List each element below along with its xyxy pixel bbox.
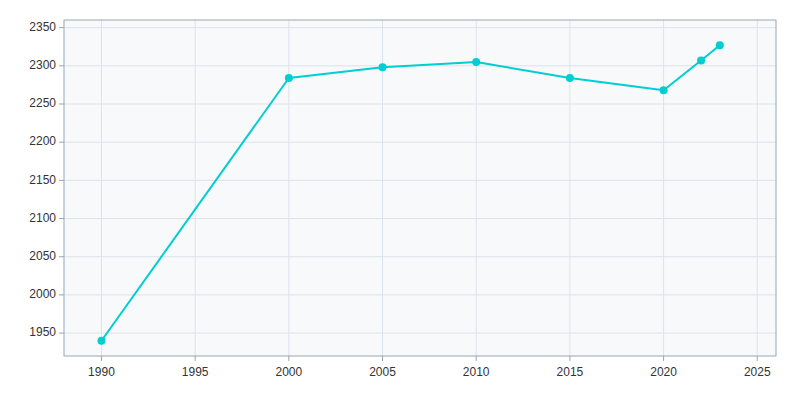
grid-line-x [101, 20, 102, 356]
axes: 1950 2000 2050 2100 2150 2200 2250 2300 2350 1990… [29, 20, 771, 379]
grid-line-y [64, 180, 776, 181]
tick-y [59, 218, 64, 219]
tick-label-x: 2020 [650, 365, 677, 379]
tick-y [59, 142, 64, 143]
tick-label-y: 2100 [29, 211, 56, 225]
tick-x [195, 356, 196, 361]
grid-line-y [64, 256, 776, 257]
tick-label-y: 1950 [29, 325, 56, 339]
tick-label-x: 2000 [275, 365, 302, 379]
tick-label-x: 2010 [463, 365, 490, 379]
tick-x [663, 356, 664, 361]
tick-x [101, 356, 102, 361]
tick-x [569, 356, 570, 361]
tick-y [59, 65, 64, 66]
grid-line-x [195, 20, 196, 356]
tick-label-x: 2005 [369, 365, 396, 379]
plot-background [64, 20, 776, 356]
marker [566, 74, 574, 82]
grid-line-y [64, 27, 776, 28]
tick-label-x: 1990 [88, 365, 115, 379]
tick-y [59, 333, 64, 334]
tick-label-y: 2150 [29, 173, 56, 187]
grid [64, 20, 776, 356]
tick-label-x: 2015 [557, 365, 584, 379]
chart-container: 1950 2000 2050 2100 2150 2200 2250 2300 2350 1990… [0, 0, 800, 400]
line [101, 45, 719, 341]
tick-x [476, 356, 477, 361]
tick-y [59, 180, 64, 181]
tick-label-y: 2050 [29, 249, 56, 263]
tick-x [757, 356, 758, 361]
marker [716, 41, 724, 49]
tick-x [288, 356, 289, 361]
tick-y [59, 27, 64, 28]
plot-frame [64, 20, 776, 356]
marker [660, 86, 668, 94]
marker [97, 337, 105, 345]
grid-line-x [757, 20, 758, 356]
grid-line-y [64, 294, 776, 295]
grid-line-y [64, 218, 776, 219]
tick-label-y: 2000 [29, 287, 56, 301]
grid-line-y [64, 333, 776, 334]
grid-line-y [64, 142, 776, 143]
tick-label-x: 2025 [744, 365, 771, 379]
grid-line-x [288, 20, 289, 356]
tick-x [382, 356, 383, 361]
marker [285, 74, 293, 82]
marker [697, 56, 705, 64]
grid-line-x [476, 20, 477, 356]
page: {"chart_data": {"type": "line", "x": [19… [0, 0, 800, 400]
tick-y [59, 256, 64, 257]
grid-line-x [569, 20, 570, 356]
tick-label-y: 2250 [29, 96, 56, 110]
tick-y [59, 294, 64, 295]
tick-label-x: 1995 [182, 365, 209, 379]
chart: 1950 2000 2050 2100 2150 2200 2250 2300 2350 1990… [0, 0, 800, 400]
data [97, 41, 723, 345]
marker [379, 63, 387, 71]
tick-label-y: 2200 [29, 134, 56, 148]
grid-line-x [663, 20, 664, 356]
tick-y [59, 104, 64, 105]
marker [472, 58, 480, 66]
grid-line-y [64, 104, 776, 105]
tick-label-y: 2350 [29, 20, 56, 34]
tick-label-y: 2300 [29, 58, 56, 72]
